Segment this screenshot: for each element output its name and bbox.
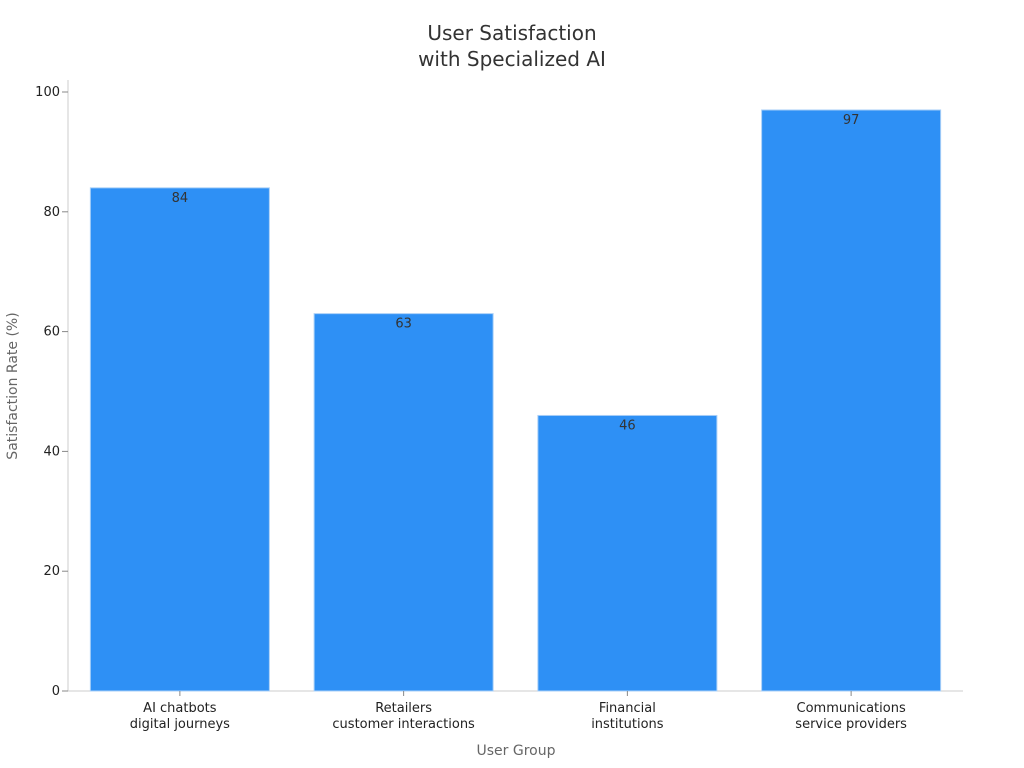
y-axis-ticks: 0 20 40 60 80 100: [35, 85, 68, 699]
x-tick-label: Communications: [797, 701, 906, 716]
y-tick-label: 40: [43, 444, 60, 459]
chart-title: User Satisfaction with Specialized AI: [0, 20, 1024, 72]
bar-value-label: 46: [619, 418, 636, 433]
bars: 84 63 46 97: [89, 109, 942, 692]
x-tick-label: institutions: [591, 717, 664, 732]
x-axis-label: User Group: [477, 743, 556, 759]
x-tick-label: customer interactions: [332, 717, 475, 732]
y-tick-label: 100: [35, 85, 60, 100]
x-tick-label: AI chatbots: [143, 701, 217, 716]
chart-title-line-1: User Satisfaction: [427, 21, 597, 45]
x-tick-label: Retailers: [375, 701, 432, 716]
bar: [537, 414, 718, 692]
bar: [89, 187, 270, 692]
bar: [761, 109, 942, 692]
bar: [313, 313, 494, 692]
y-tick-label: 20: [43, 564, 60, 579]
bar-value-label: 84: [172, 191, 189, 206]
x-tick-label: digital journeys: [130, 717, 230, 732]
bar-value-label: 63: [395, 317, 412, 332]
bar-value-label: 97: [843, 113, 860, 128]
chart-title-line-2: with Specialized AI: [418, 47, 606, 71]
y-tick-label: 80: [43, 205, 60, 220]
x-tick-label: Financial: [599, 701, 656, 716]
y-tick-label: 0: [52, 684, 60, 699]
x-tick-label: service providers: [795, 717, 907, 732]
y-axis-label: Satisfaction Rate (%): [5, 312, 21, 459]
y-tick-label: 60: [43, 325, 60, 340]
